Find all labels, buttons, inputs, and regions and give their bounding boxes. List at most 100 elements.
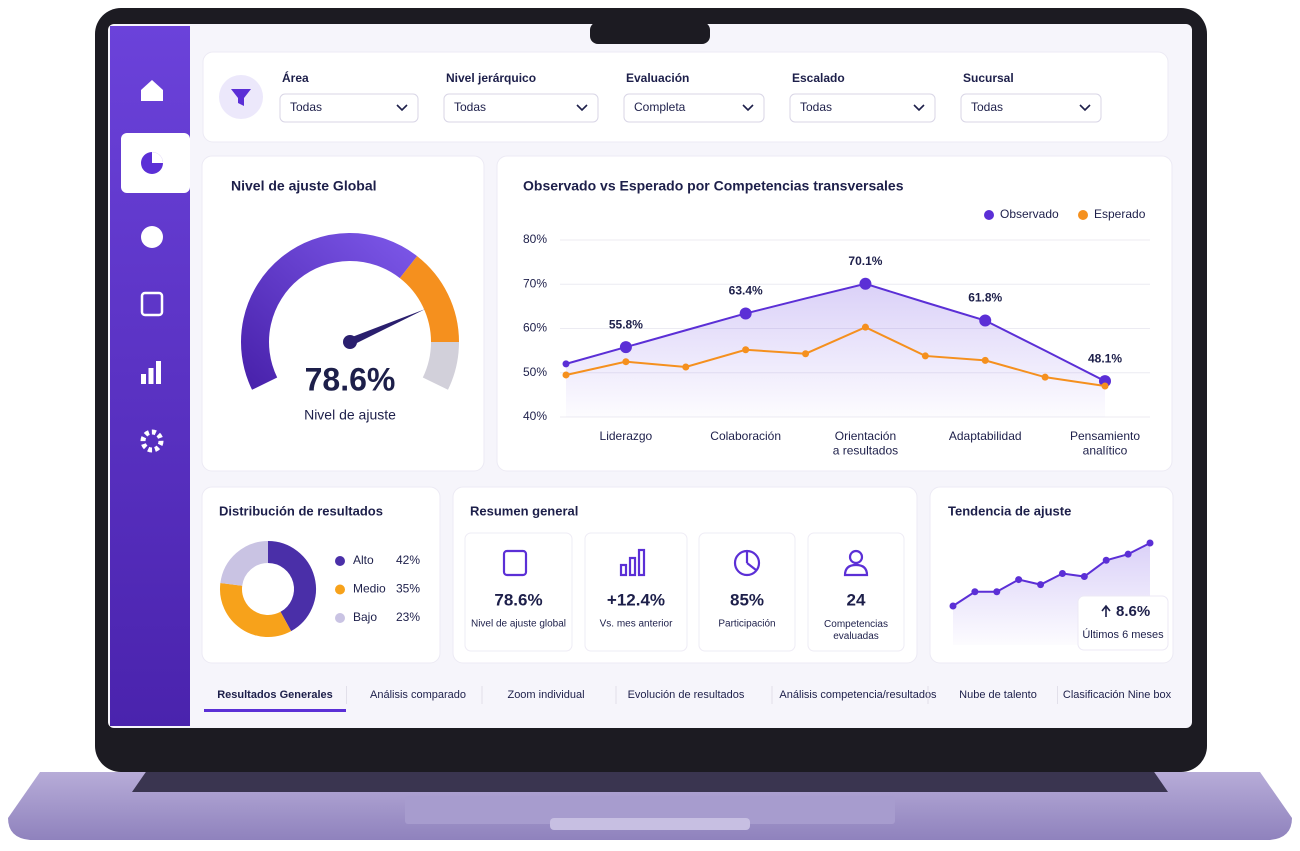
chevron — [742, 104, 754, 112]
trend-point — [1102, 556, 1110, 564]
series-line — [565, 326, 1106, 388]
trend-line — [952, 542, 1151, 607]
filter-value: Todas — [971, 100, 1003, 114]
donut-slice — [267, 541, 316, 632]
point — [739, 307, 752, 320]
pie-icon[interactable] — [141, 226, 163, 248]
value-label: 70.1% — [848, 254, 882, 268]
point — [562, 371, 570, 379]
donut-slice — [220, 541, 269, 587]
value-label: 63.4% — [729, 284, 763, 298]
tab[interactable]: Análisis competencia/resultados — [779, 689, 937, 701]
legend-dot — [984, 210, 994, 220]
legend-dot — [335, 556, 345, 566]
user-icon — [848, 549, 864, 565]
point — [562, 360, 570, 368]
legend-label: Observado — [1000, 207, 1059, 221]
filter-dropdown[interactable] — [623, 93, 765, 123]
trend-badge — [1077, 595, 1169, 651]
point — [1041, 373, 1049, 381]
up-arrow — [1101, 604, 1111, 617]
legend-label: Esperado — [1094, 207, 1146, 221]
summary-card — [452, 486, 918, 664]
filter-label: Evaluación — [626, 71, 689, 85]
bars-icon — [619, 548, 646, 577]
summary-label: Competencias evaluadas — [824, 619, 888, 642]
legend-label: Alto — [353, 553, 374, 567]
series-line — [565, 282, 1106, 383]
filter-dropdown[interactable] — [789, 93, 936, 123]
dashboard-icon-slice — [152, 152, 163, 163]
point — [742, 346, 750, 354]
chevron — [913, 104, 925, 112]
y-tick-label: 40% — [523, 409, 547, 423]
trend-point — [971, 588, 979, 596]
report-icon — [502, 549, 528, 577]
filter-dropdown[interactable] — [443, 93, 599, 123]
summary-label: Nivel de ajuste global — [471, 619, 566, 630]
x-tick-label: Colaboración — [710, 429, 781, 443]
value-label: 48.1% — [1088, 351, 1122, 365]
gauge-hub — [343, 335, 357, 349]
filter-dropdown[interactable] — [960, 93, 1102, 123]
y-tick-label: 80% — [523, 232, 547, 246]
y-tick-label: 60% — [523, 321, 547, 335]
tab[interactable]: Análisis comparado — [370, 689, 466, 701]
trend-point — [949, 602, 957, 610]
filter-label: Nivel jerárquico — [446, 71, 536, 85]
summary-label: Vs. mes anterior — [600, 619, 673, 630]
summary-item — [584, 532, 688, 652]
donut-slice — [220, 582, 292, 637]
tab[interactable]: Nube de talento — [959, 689, 1037, 701]
point — [619, 341, 632, 354]
tab[interactable]: Zoom individual — [507, 689, 584, 701]
trend-caption: Últimos 6 meses — [1082, 628, 1164, 641]
card-title: Resumen general — [470, 503, 578, 518]
bars-icon[interactable] — [141, 361, 161, 384]
legend-dot — [335, 613, 345, 623]
card-title: Tendencia de ajuste — [948, 503, 1071, 518]
keyboard — [132, 766, 1168, 792]
x-tick-label: Orientación a resultados — [833, 429, 898, 457]
point — [1101, 382, 1109, 390]
filter-value: Completa — [634, 100, 686, 114]
summary-value: +12.4% — [607, 590, 665, 609]
value-label: 55.8% — [609, 317, 643, 331]
clipboard-icon[interactable] — [140, 291, 164, 317]
chevron — [576, 104, 588, 112]
trend-point — [1015, 576, 1023, 584]
tab-underline — [204, 709, 346, 712]
settings-icon[interactable] — [140, 429, 164, 453]
summary-item — [698, 532, 796, 652]
trackpad — [405, 796, 895, 824]
chevron — [1079, 104, 1091, 112]
trend-point — [1037, 581, 1045, 589]
user-icon-body — [843, 563, 869, 577]
filter-dropdown[interactable] — [279, 93, 419, 123]
gauge-segment — [399, 256, 459, 343]
tab[interactable]: Evolución de resultados — [628, 689, 745, 701]
trend-point — [1124, 550, 1132, 558]
summary-item — [464, 532, 573, 652]
card-title: Nivel de ajuste Global — [231, 178, 377, 194]
summary-value: 85% — [730, 590, 764, 609]
trend-point — [1146, 539, 1154, 547]
point — [682, 363, 690, 371]
x-tick-label: Adaptabilidad — [949, 429, 1022, 443]
point — [979, 314, 992, 327]
legend-value: 42% — [396, 553, 420, 567]
series-area — [566, 283, 1105, 417]
gauge-value: 78.6% — [305, 361, 396, 397]
summary-item — [807, 532, 905, 652]
tab[interactable]: Resultados Generales — [217, 689, 333, 701]
home-icon[interactable] — [141, 80, 163, 101]
value-label: 61.8% — [968, 291, 1002, 305]
card-title: Distribución de resultados — [219, 503, 383, 518]
tab[interactable]: Clasificación Nine box — [1063, 689, 1172, 701]
summary-value: 24 — [847, 590, 866, 609]
legend-value: 35% — [396, 582, 420, 596]
filter-label: Área — [282, 70, 309, 85]
gauge-card — [201, 155, 485, 472]
